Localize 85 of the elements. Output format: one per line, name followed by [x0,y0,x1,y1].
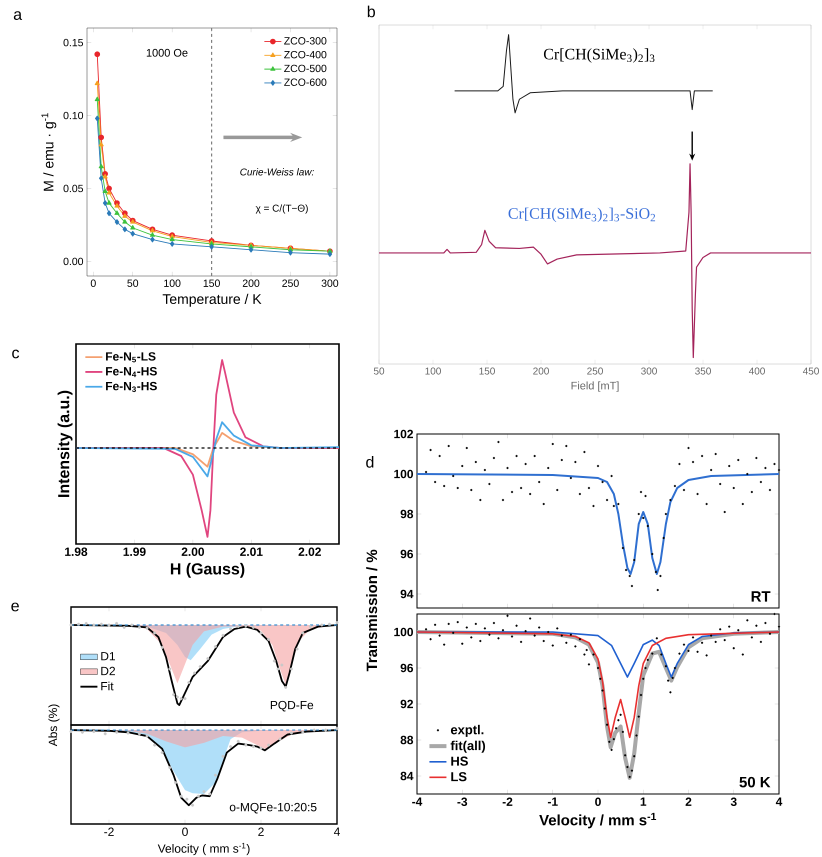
y-tick-label: 100 [394,628,413,636]
legend-label: Fe-N$_{5}$-LS [106,352,156,362]
x-tick-label: 1.98 [65,548,88,556]
legend-label: Fit [101,682,114,690]
x-axis-title: Velocity / mm s$^{-1}$ [539,812,656,828]
y-tick-label: 94 [400,590,414,598]
y-axis-title: Intensity (a.u.) [58,390,72,497]
y-axis-title: Transmission / % [366,550,378,672]
x-tick-label: 300 [641,368,657,375]
x-tick-label: 2 [258,828,264,836]
x-tick-label: 50 [127,280,138,287]
text: c [12,350,20,358]
y-tick-label: 102 [394,430,414,438]
x-tick-label: 2.00 [182,548,204,556]
y-tick-label: 84 [400,772,414,780]
legend-label: HS [451,756,468,766]
legend-label: ZCO-600 [284,78,326,86]
y-tick-label: 96 [400,550,414,558]
text: b [368,6,375,18]
text: a [14,11,22,20]
x-tick-label: 1 [640,798,646,806]
x-tick-label: 4 [334,828,340,836]
x-tick-label: 4 [776,798,782,806]
x-axis-title: Temperature / K [162,294,262,307]
series-label: Cr[CH(SiMe$_{3}$)$_{2}$]$_{3}$ [544,48,654,63]
legend-label: LS [451,772,466,782]
legend-label: D2 [101,666,115,676]
x-tick-label: 150 [204,280,220,287]
annotation: χ = C/(T−Θ) [256,204,308,214]
x-tick-label: -2 [502,798,512,806]
y-tick-label: 0.15 [64,38,84,46]
y-tick-label: 100 [394,470,413,478]
legend-label: ZCO-400 [284,50,326,58]
y-tick-label: 88 [400,736,414,744]
legend-label: fit(all) [450,740,486,753]
x-tick-label: 100 [164,280,180,287]
y-tick-label: 92 [400,700,414,708]
x-tick-label: 250 [282,280,299,287]
x-tick-label: -4 [412,798,422,806]
legend-label: D1 [101,652,116,660]
legend-label: ZCO-300 [284,37,326,45]
annotation: 1000 Oe [146,48,188,57]
x-tick-label: 200 [533,368,549,375]
y-tick-label: 0.10 [64,112,84,120]
annotation: o-MQFe-10:20:5 [230,802,317,814]
legend-label: exptl. [450,724,484,737]
y-tick-label: 0.05 [64,184,84,192]
x-axis-title: Field [mT] [572,381,619,392]
x-tick-label: 450 [802,368,819,375]
x-tick-label: 2 [686,798,692,806]
x-tick-label: -3 [457,798,468,806]
x-tick-label: 100 [425,368,441,375]
x-axis-title: H (Gauss) [170,562,244,578]
x-tick-label: 300 [322,280,338,287]
x-tick-label: 2.01 [240,548,263,556]
x-tick-label: 0 [90,280,96,287]
x-tick-label: 1.99 [124,548,146,556]
x-tick-label: 250 [587,368,603,375]
annotation: Curie-Weiss law: [240,168,314,176]
legend-label: ZCO-500 [284,64,326,72]
x-tick-label: 50 [374,368,384,375]
series-label: Cr[CH(SiMe$_{3}$)$_{2}$]$_{3}$-SiO$_{2}$ [508,208,656,222]
x-tick-label: 350 [695,368,711,375]
y-axis-title: M / emu · g$^{-1}$ [41,113,56,191]
y-tick-label: 98 [400,510,414,518]
x-tick-label: 3 [730,798,737,806]
text: d [366,456,374,468]
legend-label: Fe-N$_{4}$-HS [106,367,157,378]
annotation: RT [752,591,770,602]
text: e [11,602,19,612]
y-axis-title: Abs (%) [48,704,60,746]
x-tick-label: -2 [104,828,114,836]
x-tick-label: 200 [242,280,260,287]
y-tick-label: 0.00 [64,258,84,266]
x-tick-label: 150 [479,368,495,375]
x-tick-label: 400 [748,368,765,375]
legend-label: Fe-N$_{3}$-HS [106,382,157,392]
x-tick-label: 0 [182,828,188,836]
y-tick-label: 96 [400,664,414,672]
x-tick-label: -1 [548,798,558,806]
annotation: 50 K [739,776,770,788]
x-axis-title: Velocity ( mm s$^{-1}$) [158,842,250,856]
annotation: PQD-Fe [270,700,314,712]
x-tick-label: 2.02 [298,548,321,556]
x-tick-label: 0 [595,798,601,806]
